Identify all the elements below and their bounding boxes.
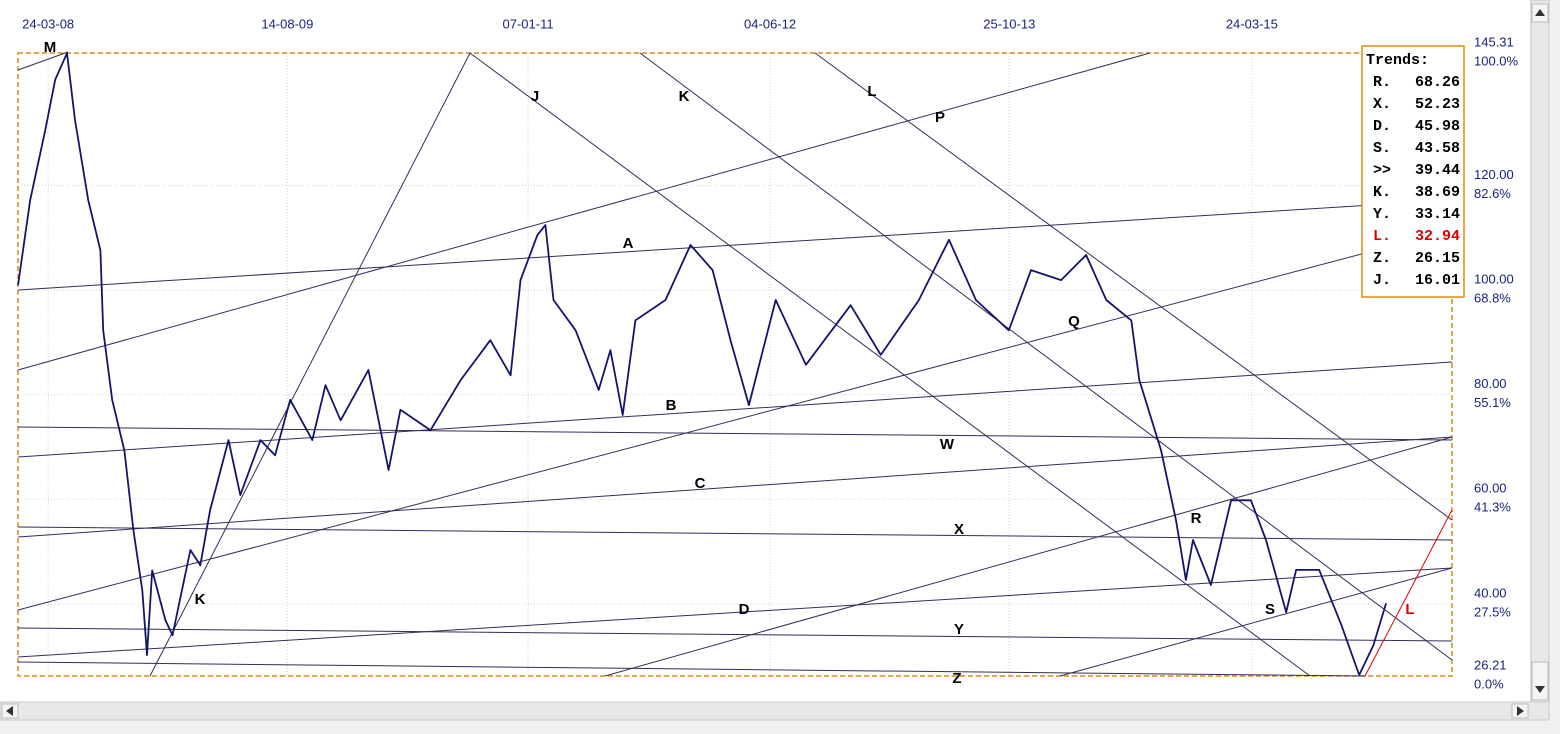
trend-label: P bbox=[935, 109, 945, 126]
y-tick-label: 80.00 bbox=[1474, 376, 1507, 391]
trend-value: 43.58 bbox=[1415, 140, 1460, 157]
trend-line bbox=[814, 52, 1453, 521]
horizontal-scrollbar[interactable] bbox=[0, 701, 1550, 721]
trend-label: W bbox=[940, 436, 955, 453]
scroll-track[interactable] bbox=[0, 701, 1550, 721]
trend-name: S. bbox=[1373, 140, 1391, 157]
trend-name: Y. bbox=[1373, 206, 1391, 223]
y-pct-label: 68.8% bbox=[1474, 290, 1511, 305]
trends-title: Trends: bbox=[1366, 52, 1429, 69]
annotations: M J K L P A B C D W X Y Z Q R S K L bbox=[44, 39, 1415, 687]
y-pct-label: 55.1% bbox=[1474, 395, 1511, 410]
trend-line bbox=[17, 567, 1453, 658]
x-tick-label: 07-01-11 bbox=[502, 16, 553, 31]
y-tick-label: 100.00 bbox=[1474, 271, 1514, 286]
y-tick-label: 145.31 bbox=[1474, 34, 1514, 49]
trend-line bbox=[604, 436, 1453, 677]
trend-lines bbox=[17, 51, 1453, 677]
trend-label: L bbox=[1405, 601, 1414, 618]
x-tick-label: 24-03-08 bbox=[22, 16, 74, 31]
y-tick-label: 60.00 bbox=[1474, 481, 1507, 496]
x-tick-label: 14-08-09 bbox=[261, 16, 313, 31]
trend-label: A bbox=[623, 235, 634, 252]
trend-line bbox=[17, 361, 1453, 458]
trend-line bbox=[17, 229, 1453, 611]
x-tick-label: 04-06-12 bbox=[744, 16, 796, 31]
trend-value: 45.98 bbox=[1415, 118, 1460, 135]
trend-line bbox=[639, 52, 1453, 661]
trend-label: X bbox=[954, 521, 964, 538]
y-pct-label: 82.6% bbox=[1474, 186, 1511, 201]
trend-label: Q bbox=[1068, 313, 1080, 330]
trend-value: 33.14 bbox=[1415, 206, 1460, 223]
trend-name: D. bbox=[1373, 118, 1391, 135]
trend-value: 52.23 bbox=[1415, 96, 1460, 113]
trend-name: J. bbox=[1373, 272, 1391, 289]
trend-label: L bbox=[867, 83, 876, 100]
chart-background bbox=[0, 0, 1530, 702]
trend-label: Y bbox=[954, 621, 964, 638]
trend-line bbox=[469, 52, 1311, 677]
trend-name: Z. bbox=[1373, 250, 1391, 267]
trend-name: L. bbox=[1373, 228, 1391, 245]
trend-label: J bbox=[531, 88, 539, 105]
trend-line bbox=[17, 526, 1453, 541]
trend-value: 38.69 bbox=[1415, 184, 1460, 201]
trend-label: K bbox=[679, 88, 690, 105]
trend-label: C bbox=[695, 475, 706, 492]
y-pct-label: 100.0% bbox=[1474, 53, 1519, 68]
trend-label: D bbox=[739, 601, 750, 618]
trend-line bbox=[149, 52, 471, 677]
trend-line bbox=[1059, 567, 1453, 677]
trend-line bbox=[17, 627, 1453, 642]
trend-value: 16.01 bbox=[1415, 272, 1460, 289]
arrow-up bbox=[1535, 9, 1545, 16]
arrow-down bbox=[1535, 686, 1545, 693]
trend-label: M bbox=[44, 39, 57, 56]
trend-label: Z bbox=[952, 670, 961, 687]
trend-label: K bbox=[195, 591, 206, 608]
x-tick-label: 24-03-15 bbox=[1226, 16, 1278, 31]
trend-name: X. bbox=[1373, 96, 1391, 113]
arrow-right bbox=[1517, 706, 1524, 716]
trend-value: 39.44 bbox=[1415, 162, 1460, 179]
trend-line bbox=[17, 199, 1453, 291]
trend-label: S bbox=[1265, 601, 1275, 618]
scroll-thumb[interactable] bbox=[1531, 661, 1549, 701]
scroll-track[interactable] bbox=[1530, 0, 1550, 703]
plot-frame bbox=[17, 52, 1453, 677]
y-tick-label: 120.00 bbox=[1474, 167, 1514, 182]
trend-line bbox=[17, 51, 69, 71]
trend-value: 26.15 bbox=[1415, 250, 1460, 267]
trend-value: 32.94 bbox=[1415, 228, 1460, 245]
y-pct-label: 41.3% bbox=[1474, 500, 1511, 515]
trend-label: B bbox=[666, 397, 677, 414]
arrow-left bbox=[6, 706, 13, 716]
trend-name: R. bbox=[1373, 74, 1391, 91]
trend-line bbox=[17, 436, 1453, 538]
trend-line bbox=[1364, 509, 1453, 677]
y-pct-label: 27.5% bbox=[1474, 604, 1511, 619]
trend-name: >> bbox=[1373, 162, 1391, 179]
trend-line bbox=[17, 426, 1453, 441]
price-line bbox=[17, 52, 1387, 676]
trend-name: K. bbox=[1373, 184, 1391, 201]
trend-line bbox=[17, 52, 1151, 371]
y-pct-label: 0.0% bbox=[1474, 676, 1504, 691]
trend-value: 68.26 bbox=[1415, 74, 1460, 91]
trend-label: R bbox=[1191, 510, 1202, 527]
x-tick-label: 25-10-13 bbox=[983, 16, 1035, 31]
y-tick-label: 26.21 bbox=[1474, 657, 1507, 672]
trends-box bbox=[1361, 45, 1465, 298]
trend-line bbox=[17, 661, 1366, 677]
y-tick-label: 40.00 bbox=[1474, 585, 1507, 600]
vertical-scrollbar[interactable] bbox=[1530, 0, 1550, 703]
